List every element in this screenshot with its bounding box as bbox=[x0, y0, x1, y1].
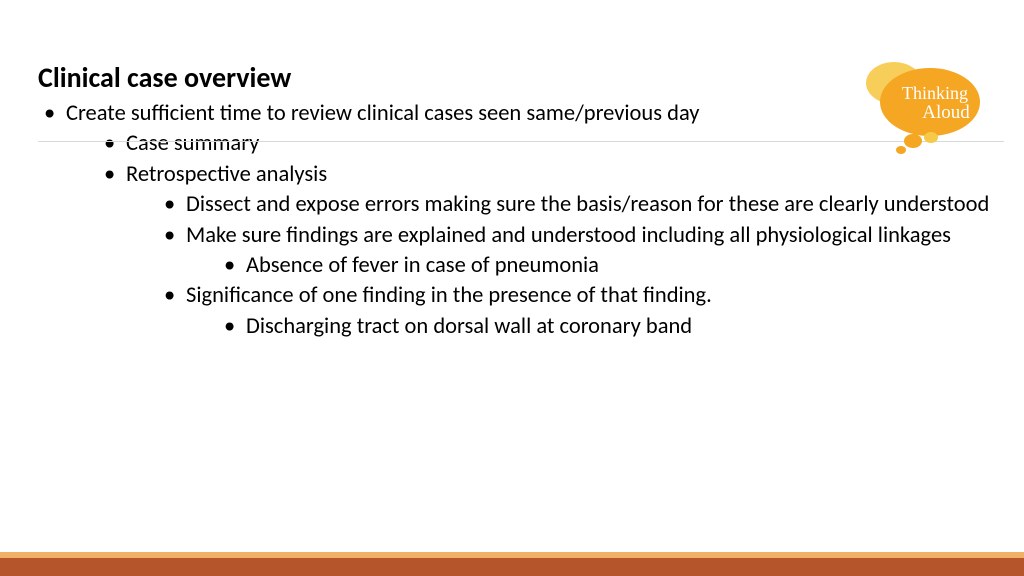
bullet-list-level4: Absence of fever in case of pneumonia bbox=[218, 251, 1004, 281]
content-area: Clinical case overview Create sufficient… bbox=[38, 60, 1004, 342]
list-item: Significance of one finding in the prese… bbox=[158, 281, 1004, 342]
bullet-text: Absence of fever in case of pneumonia bbox=[246, 252, 599, 279]
bullet-text: Significance of one finding in the prese… bbox=[186, 282, 712, 309]
bullet-text: Discharging tract on dorsal wall at coro… bbox=[246, 313, 692, 340]
bullet-list-level4: Discharging tract on dorsal wall at coro… bbox=[218, 312, 1004, 342]
list-item: Absence of fever in case of pneumonia bbox=[218, 251, 1004, 281]
bullet-text: Case summary bbox=[126, 130, 259, 157]
list-item: Make sure findings are explained and und… bbox=[158, 221, 1004, 282]
bullet-list-level1: Create sufficient time to review clinica… bbox=[38, 99, 1004, 342]
horizontal-rule bbox=[38, 141, 1004, 142]
logo-text: Thinking Aloud bbox=[890, 84, 980, 122]
bullet-text: Dissect and expose errors making sure th… bbox=[186, 191, 989, 218]
thinking-aloud-logo: Thinking Aloud bbox=[866, 62, 986, 157]
slide: Clinical case overview Create sufficient… bbox=[0, 0, 1024, 576]
thought-bubble-icon bbox=[904, 134, 922, 148]
bullet-text: Create sufficient time to review clinica… bbox=[66, 100, 699, 127]
slide-title: Clinical case overview bbox=[38, 60, 1004, 95]
list-item: Retrospective analysis Dissect and expos… bbox=[98, 160, 1004, 342]
logo-line1: Thinking bbox=[890, 84, 980, 102]
footer-bar bbox=[0, 552, 1024, 576]
bullet-list-level2: Case summary Retrospective analysis Diss… bbox=[98, 129, 1004, 342]
list-item: Create sufficient time to review clinica… bbox=[38, 99, 1004, 342]
logo-line2: Aloud bbox=[912, 103, 980, 122]
bullet-list-level3: Dissect and expose errors making sure th… bbox=[158, 190, 1004, 342]
thought-bubble-icon bbox=[896, 146, 906, 154]
thought-bubble-icon bbox=[924, 132, 938, 143]
footer-accent-bottom bbox=[0, 558, 1024, 576]
bullet-text: Make sure findings are explained and und… bbox=[186, 222, 951, 249]
bullet-text: Retrospective analysis bbox=[126, 161, 327, 188]
list-item: Dissect and expose errors making sure th… bbox=[158, 190, 1004, 220]
list-item: Discharging tract on dorsal wall at coro… bbox=[218, 312, 1004, 342]
